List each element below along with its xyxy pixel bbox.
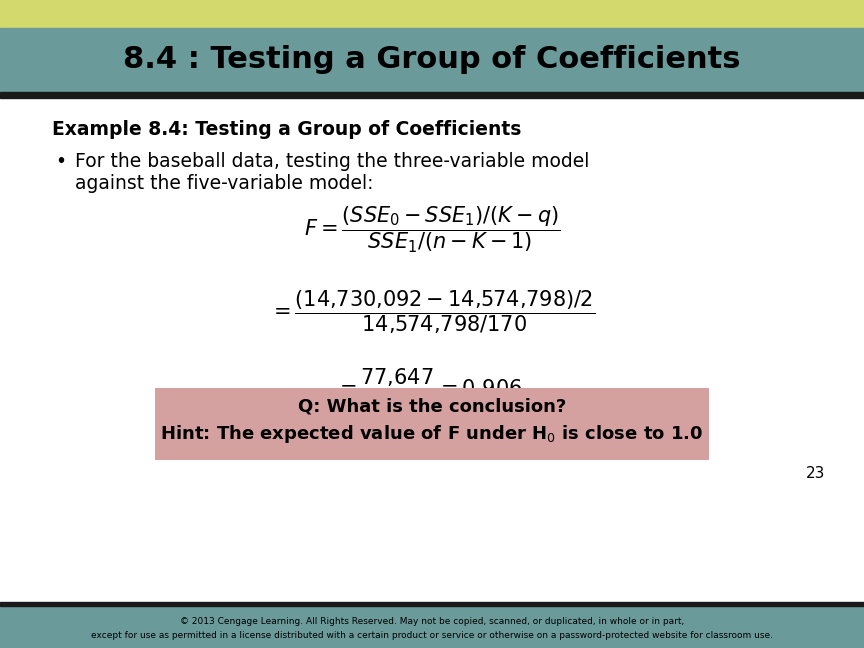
Text: •: •: [55, 152, 67, 171]
Text: $\mathit{F} = \dfrac{(\mathit{SSE}_0 - \mathit{SSE}_1)/(\mathit{K}-q)}{\mathit{S: $\mathit{F} = \dfrac{(\mathit{SSE}_0 - \…: [304, 205, 560, 255]
Text: except for use as permitted in a license distributed with a certain product or s: except for use as permitted in a license…: [91, 632, 773, 640]
Text: © 2013 Cengage Learning. All Rights Reserved. May not be copied, scanned, or dup: © 2013 Cengage Learning. All Rights Rese…: [180, 618, 684, 627]
Bar: [0, 0, 864, 28]
Text: Example 8.4: Testing a Group of Coefficients: Example 8.4: Testing a Group of Coeffici…: [52, 120, 521, 139]
Text: 23: 23: [805, 465, 825, 481]
Text: against the five-variable model:: against the five-variable model:: [75, 174, 373, 193]
Text: $= \dfrac{(14{,}730{,}092-14{,}574{,}798)/2}{14{,}574{,}798/170}$: $= \dfrac{(14{,}730{,}092-14{,}574{,}798…: [269, 288, 595, 336]
Bar: [0, 606, 864, 648]
Text: Q: What is the conclusion?: Q: What is the conclusion?: [298, 397, 566, 415]
Bar: [0, 92, 864, 98]
FancyBboxPatch shape: [155, 388, 709, 460]
Text: $= \dfrac{77{,}647}{85{,}734} = 0.906.$: $= \dfrac{77{,}647}{85{,}734} = 0.906.$: [335, 367, 529, 413]
Bar: [0, 28, 864, 92]
Text: 8.4 : Testing a Group of Coefficients: 8.4 : Testing a Group of Coefficients: [124, 45, 740, 75]
Text: For the baseball data, testing the three-variable model: For the baseball data, testing the three…: [75, 152, 589, 171]
Text: Hint: The expected value of F under H$_0$ is close to 1.0: Hint: The expected value of F under H$_0…: [161, 423, 703, 445]
Bar: [0, 602, 864, 606]
